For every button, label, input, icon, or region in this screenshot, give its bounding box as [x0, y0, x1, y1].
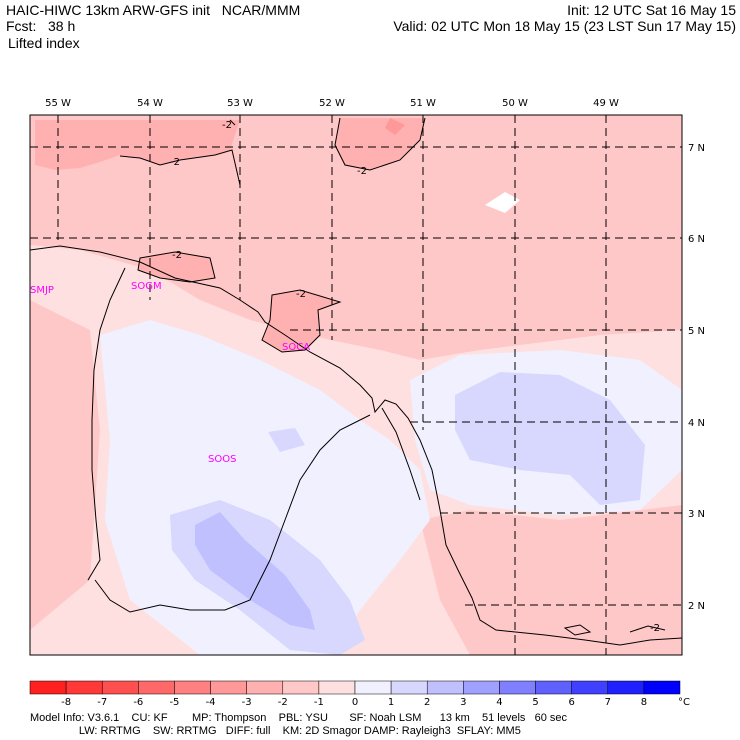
- colorbar-tick-label: 1: [388, 697, 394, 708]
- lon-label: 51 W: [410, 98, 436, 109]
- contour-nw: [119, 149, 241, 186]
- station-labels: SMJP SOGM SOCA SOOS: [30, 281, 310, 465]
- lon-label: 52 W: [319, 98, 345, 109]
- contours: [119, 117, 666, 636]
- border-south: [94, 414, 371, 613]
- field-blue-small: [268, 428, 305, 452]
- field-pink-southeast: [420, 505, 682, 655]
- header-fcst: Fcst: 38 h: [6, 18, 76, 34]
- lat-label: 2 N: [688, 601, 705, 612]
- coastline-main: [30, 245, 682, 646]
- contour-label: -2: [172, 250, 182, 261]
- colorbar-tick-label: 3: [460, 697, 466, 708]
- lon-labels: 55 W 54 W 53 W 52 W 51 W 50 W 49 W: [45, 98, 619, 109]
- colorbar-swatch: [571, 680, 609, 695]
- contour-se1: [563, 624, 592, 636]
- colorbar-swatch: [101, 680, 139, 695]
- colorbar-tick-label: -6: [133, 697, 143, 708]
- colorbar-tick-label: -5: [169, 697, 179, 708]
- colorbar-tick-label: 7: [605, 697, 611, 708]
- station-label: SOGM: [131, 281, 162, 292]
- colorbar-tick-label: 2: [424, 697, 430, 708]
- lon-label: 54 W: [137, 98, 163, 109]
- colorbar-tick-label: -4: [206, 697, 216, 708]
- colorbar-swatch: [607, 680, 645, 695]
- colorbar-tick-label: -1: [314, 697, 324, 708]
- lon-label: 49 W: [593, 98, 619, 109]
- colorbar-swatch: [174, 680, 211, 695]
- coastlines: [30, 245, 682, 646]
- graticule: [30, 115, 682, 655]
- lat-label: 5 N: [688, 326, 705, 337]
- colorbar-tick-label: 8: [641, 697, 647, 708]
- station-label: SMJP: [30, 285, 54, 296]
- colorbar-swatch: [643, 680, 681, 695]
- colorbar-swatch: [535, 680, 572, 695]
- field-lightblue-interior: [100, 320, 430, 655]
- colorbar-tick-label: -2: [278, 697, 288, 708]
- lat-labels: 7 N 6 N 5 N 4 N 3 N 2 N: [688, 143, 705, 612]
- field-pink-southwest: [30, 300, 100, 630]
- contour-se2: [629, 625, 666, 633]
- lat-label: 4 N: [688, 418, 705, 429]
- lat-label: 3 N: [688, 509, 705, 520]
- lat-label: 7 N: [688, 143, 705, 154]
- header-init: Init: 12 UTC Sat 16 May 15: [567, 2, 736, 18]
- colorbar-swatch: [463, 680, 500, 695]
- colorbar-tick-label: -7: [97, 697, 107, 708]
- colorbar-swatch: [318, 680, 356, 695]
- contour-nw2: [229, 119, 236, 126]
- contour-label: -2: [170, 157, 180, 168]
- colorbar-unit: °C: [678, 697, 690, 708]
- station-label: SOOS: [208, 454, 236, 465]
- station-label: SOCA: [282, 342, 310, 353]
- contour-label: -2: [222, 120, 232, 131]
- lon-label: 55 W: [45, 98, 71, 109]
- colorbar-swatch: [246, 680, 284, 695]
- colorbar-swatch: [390, 680, 428, 695]
- field-blue-east: [455, 372, 645, 505]
- border-west: [87, 267, 126, 581]
- colorbar-tick-label: 0: [352, 697, 358, 708]
- contour-soca: [261, 289, 342, 353]
- field-white-gap: [485, 192, 520, 213]
- colorbar-tick-label: 5: [532, 697, 538, 708]
- colorbar-swatch: [29, 680, 67, 695]
- border-east: [381, 407, 421, 501]
- lon-label: 53 W: [227, 98, 253, 109]
- colorbar-tick-label: -3: [242, 697, 252, 708]
- field-patch-nw: [35, 120, 240, 170]
- contour-north: [334, 117, 426, 171]
- lat-label: 6 N: [688, 234, 705, 245]
- colorbar-swatch: [354, 680, 392, 695]
- field-patch-dark: [385, 118, 405, 135]
- model-info-line1: Model Info: V3.6.1 CU: KF MP: Thompson P…: [30, 712, 567, 724]
- colorbar-tick-label: 6: [568, 697, 574, 708]
- lifted-index-field: [30, 115, 682, 655]
- map-frame: [29, 114, 683, 656]
- colorbar-tick-label: 4: [496, 697, 502, 708]
- contour-label: -2: [357, 166, 367, 177]
- contour-sogm: [137, 251, 216, 283]
- contour-label-group: -2 -2 -2 -2 -2 -2 -2: [170, 120, 660, 634]
- contour-label: -2: [650, 623, 660, 634]
- colorbar-swatch: [282, 680, 320, 695]
- field-blue-core: [195, 512, 315, 630]
- colorbar-swatch: [426, 680, 464, 695]
- colorbar-tick-label: -8: [61, 697, 71, 708]
- header-title: HAIC-HIWC 13km ARW-GFS init NCAR/MMM: [6, 2, 301, 18]
- field-patch-sogm: [138, 252, 215, 282]
- header-field: Lifted index: [8, 35, 80, 51]
- colorbar-swatch: [210, 680, 247, 695]
- field-patch-soca: [262, 290, 340, 352]
- contour-label: -2: [296, 289, 306, 300]
- header-valid: Valid: 02 UTC Mon 18 May 15 (23 LST Sun …: [393, 18, 736, 34]
- lon-label: 50 W: [502, 98, 528, 109]
- colorbar: -8 -7 -6 -5 -4 -3 -2 -1 0 1 2 3 4 5 6 7 8 °C: [29, 680, 690, 708]
- model-info-line2: LW: RRTMG SW: RRTMG DIFF: full KM: 2D Sm…: [30, 725, 521, 737]
- colorbar-swatch: [499, 680, 536, 695]
- colorbar-swatch: [138, 680, 175, 695]
- colorbar-swatch: [65, 680, 103, 695]
